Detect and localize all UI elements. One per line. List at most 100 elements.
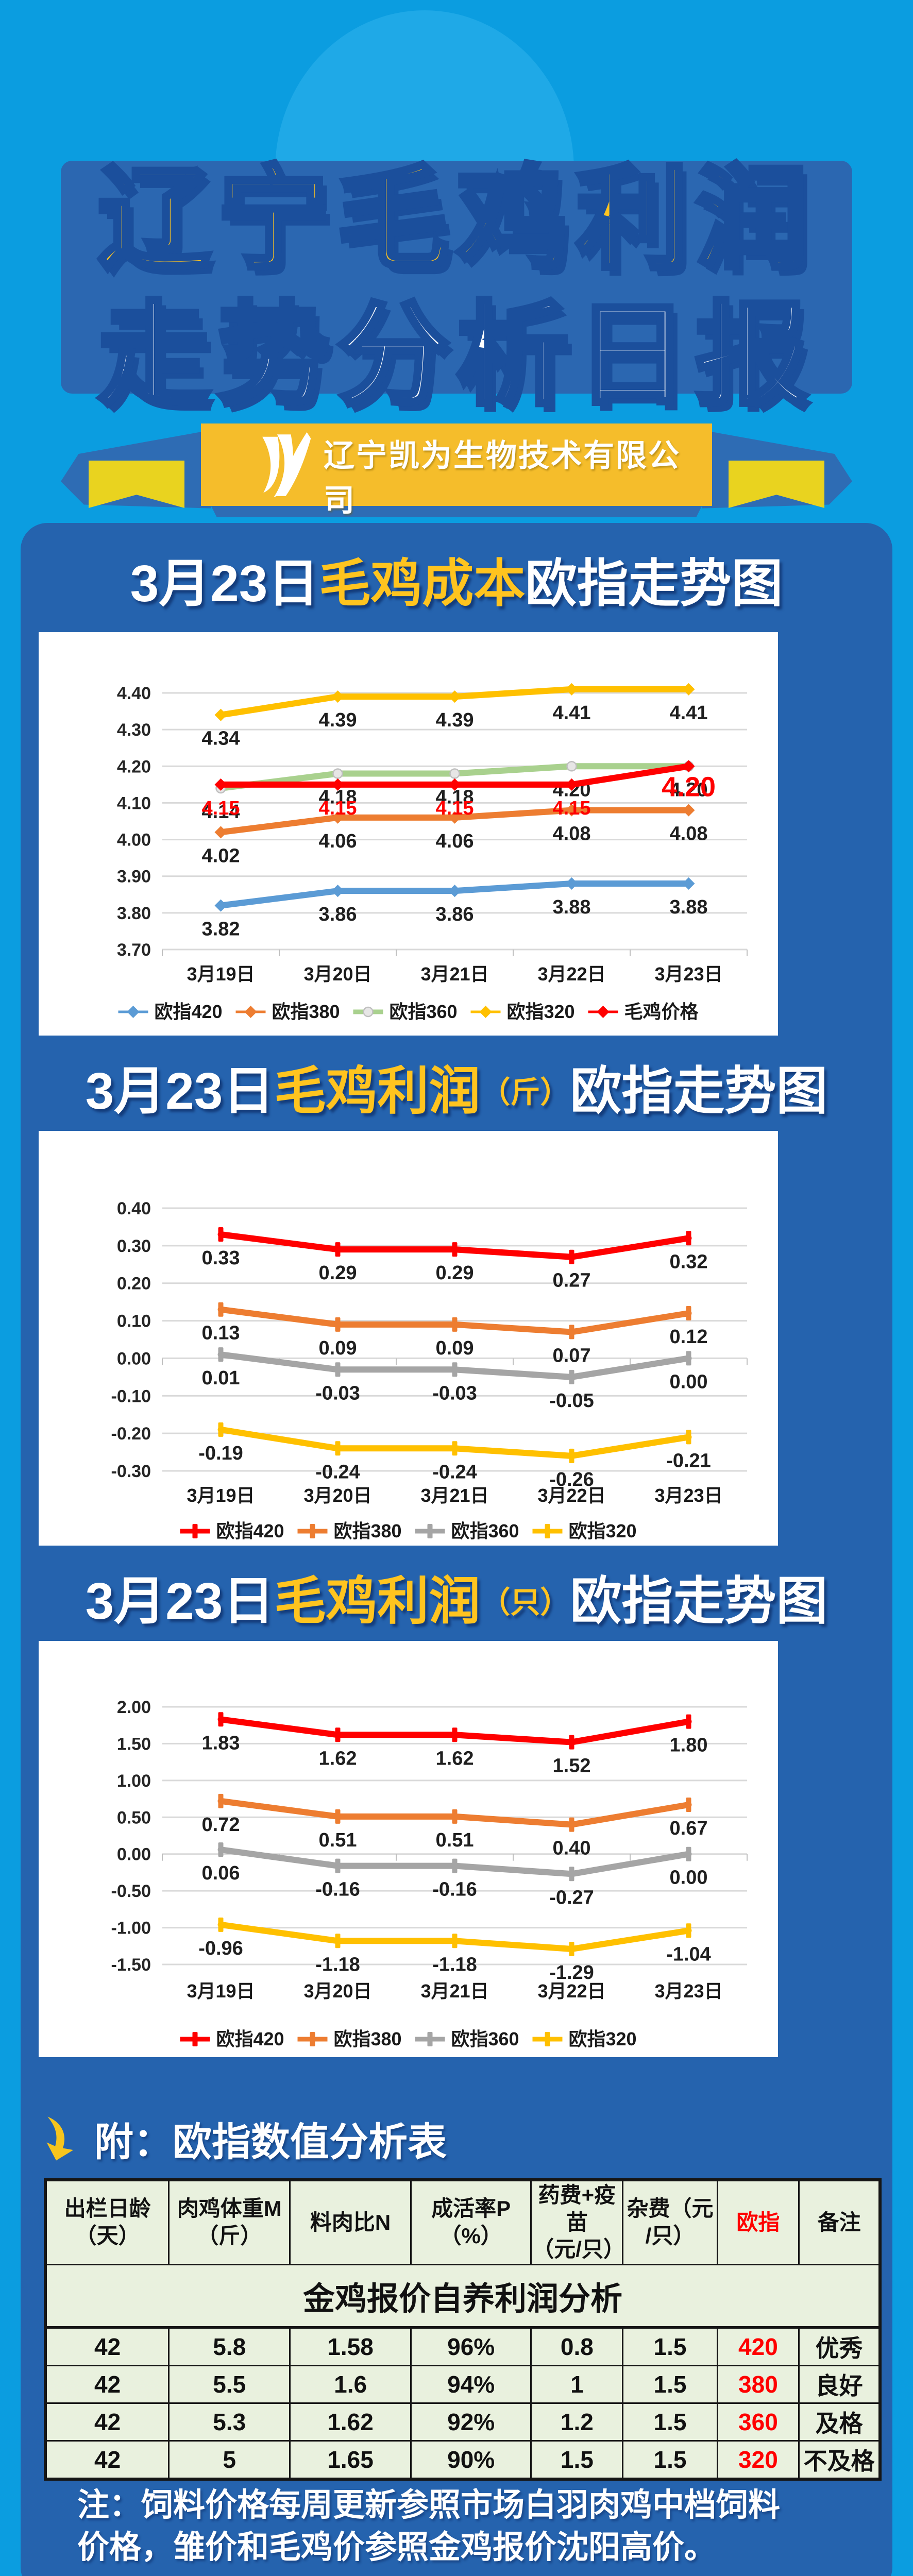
- table-row: 42 5 1.65 90% 1.5 1.5 320 不及格: [44, 2439, 881, 2480]
- y-tick-label: 3.80: [117, 904, 151, 923]
- value-label: 4.08: [553, 823, 591, 845]
- point-marker: [597, 1005, 610, 1019]
- legend-item: 欧指320: [532, 2028, 637, 2049]
- table-cell: 1.62: [289, 2402, 412, 2442]
- point-marker: [335, 1317, 341, 1332]
- table-cell: 1.5: [622, 2439, 718, 2480]
- point-marker: [218, 1227, 224, 1242]
- value-label: 3.82: [202, 919, 240, 940]
- legend-item: 欧指320: [532, 1520, 637, 1541]
- legend-item: 欧指360: [353, 1001, 458, 1022]
- point-marker: [452, 1362, 458, 1377]
- chart-card-profit-jin: 0.40 0.30 0.20 0.10 0.00 -0.10 -0.20 -0.30 3月19日…: [39, 1131, 778, 1546]
- value-label: -0.03: [315, 1382, 360, 1404]
- table-cell: 96%: [410, 2326, 532, 2366]
- x-tick-label: 3月21日: [420, 1485, 488, 1506]
- value-label: 4.14: [202, 801, 240, 823]
- value-label: 4.20: [670, 779, 708, 801]
- value-label: 1.83: [202, 1732, 240, 1754]
- value-label: 0.00: [670, 1867, 708, 1889]
- x-tick-label: 3月19日: [187, 963, 255, 985]
- x-tick-label: 3月19日: [187, 1980, 255, 2002]
- column-header: 成活率P （%）: [410, 2179, 532, 2265]
- value-label: -0.96: [198, 1938, 243, 1959]
- table-header-row: 出栏日龄 （天） 肉鸡体重M （斤） 料肉比N 成活率P （%） 药费+疫苗 （元/只）…: [44, 2179, 881, 2265]
- table-cell: 420: [716, 2326, 800, 2366]
- value-label: 4.06: [436, 831, 474, 852]
- value-label: 3.86: [319, 904, 357, 925]
- point-marker: [686, 1714, 691, 1729]
- value-label: 4.15: [319, 798, 357, 819]
- point-marker: [332, 768, 343, 779]
- value-label: 0.51: [319, 1829, 357, 1851]
- point-marker: [569, 1942, 574, 1956]
- line-chart-profit-bird: 2.00 1.50 1.00 0.50 0.00 -0.50 -1.00 -1.50 3月19日…: [111, 1698, 748, 2049]
- x-tick-label: 3月21日: [420, 1980, 488, 2002]
- point-marker: [310, 1524, 315, 1538]
- value-label: 0.29: [319, 1262, 357, 1284]
- table-cell: 360: [716, 2402, 800, 2442]
- table-cell: 0.8: [530, 2326, 624, 2366]
- point-marker: [686, 1846, 691, 1861]
- x-tick-label: 3月22日: [537, 1980, 605, 2002]
- point-marker: [335, 1809, 341, 1824]
- point-marker: [452, 1858, 458, 1873]
- analysis-section-title: 附：欧指数值分析表: [94, 2121, 447, 2164]
- poster-title-line2: 走势分析日报: [96, 291, 815, 421]
- x-tick-label: 3月22日: [537, 1485, 605, 1506]
- legend-label: 欧指420: [216, 2028, 284, 2049]
- legend-item: 欧指320: [470, 1001, 575, 1022]
- value-label: 4.41: [553, 702, 591, 724]
- point-marker: [569, 1867, 574, 1882]
- column-header: 料肉比N: [289, 2179, 412, 2265]
- legend-item: 欧指380: [297, 1520, 402, 1541]
- point-marker: [686, 1231, 691, 1246]
- value-label: 4.39: [436, 709, 474, 731]
- point-marker: [452, 1809, 458, 1824]
- poster-title-line1: 辽宁毛鸡利润: [96, 155, 815, 285]
- title-backdrop: [61, 161, 852, 394]
- y-tick-label: -0.20: [111, 1424, 151, 1444]
- column-header: 肉鸡体重M （斤）: [168, 2179, 291, 2265]
- point-marker: [218, 1842, 224, 1857]
- x-tick-label: 3月23日: [654, 963, 722, 985]
- value-label: 0.13: [202, 1323, 240, 1344]
- chart-title-suffix: 欧指走势图: [525, 555, 783, 613]
- y-tick-label: 4.00: [117, 831, 151, 850]
- table-title: 金鸡报价自养利润分析: [44, 2263, 881, 2329]
- value-label: 4.34: [202, 728, 240, 750]
- point-marker: [569, 1448, 574, 1463]
- value-label: -0.26: [549, 1469, 594, 1490]
- point-marker: [335, 1441, 341, 1456]
- column-header: 备注: [798, 2179, 881, 2265]
- chart-title-profit-bird: 3月23日毛鸡利润（只）欧指走势图: [0, 1563, 913, 1640]
- x-tick-label: 3月19日: [187, 1485, 255, 1506]
- point-marker: [452, 1441, 458, 1456]
- table-cell: 不及格: [798, 2439, 881, 2480]
- value-label: 0.06: [202, 1862, 240, 1884]
- y-tick-label: -1.00: [111, 1919, 151, 1938]
- line-chart-profit-jin: 0.40 0.30 0.20 0.10 0.00 -0.10 -0.20 -0.30 3月19日…: [111, 1199, 748, 1541]
- value-label: 0.32: [670, 1251, 708, 1273]
- point-marker: [479, 1005, 492, 1019]
- ribbon-band: 辽宁凯为生物技术有限公司 Liaoning Kaiwei Biological …: [201, 423, 712, 543]
- chart-title-suffix: 欧指走势图: [570, 1062, 828, 1120]
- table-row: 42 5.3 1.62 92% 1.2 1.5 360 及格: [44, 2402, 881, 2442]
- value-label: 0.27: [553, 1270, 591, 1292]
- table-cell: 92%: [410, 2402, 532, 2442]
- legend-label: 欧指360: [390, 1001, 458, 1022]
- legend-label: 欧指380: [334, 1520, 402, 1541]
- point-marker: [569, 1735, 574, 1750]
- legend-label: 欧指320: [569, 1520, 637, 1541]
- chart-title-profit-jin: 3月23日毛鸡利润（斤）欧指走势图: [0, 1053, 913, 1130]
- table-cell: 42: [44, 2439, 170, 2480]
- value-label: -1.18: [432, 1954, 477, 1975]
- value-label: -1.29: [549, 1962, 594, 1984]
- table-cell: 优秀: [798, 2326, 881, 2366]
- table-cell: 1.58: [289, 2326, 412, 2366]
- value-label: -0.19: [198, 1443, 243, 1464]
- company-name-cn: 辽宁凯为生物技术有限公司: [324, 438, 681, 518]
- point-marker: [452, 1934, 458, 1948]
- value-label: 4.39: [319, 709, 357, 731]
- value-label: 4.15: [436, 798, 474, 819]
